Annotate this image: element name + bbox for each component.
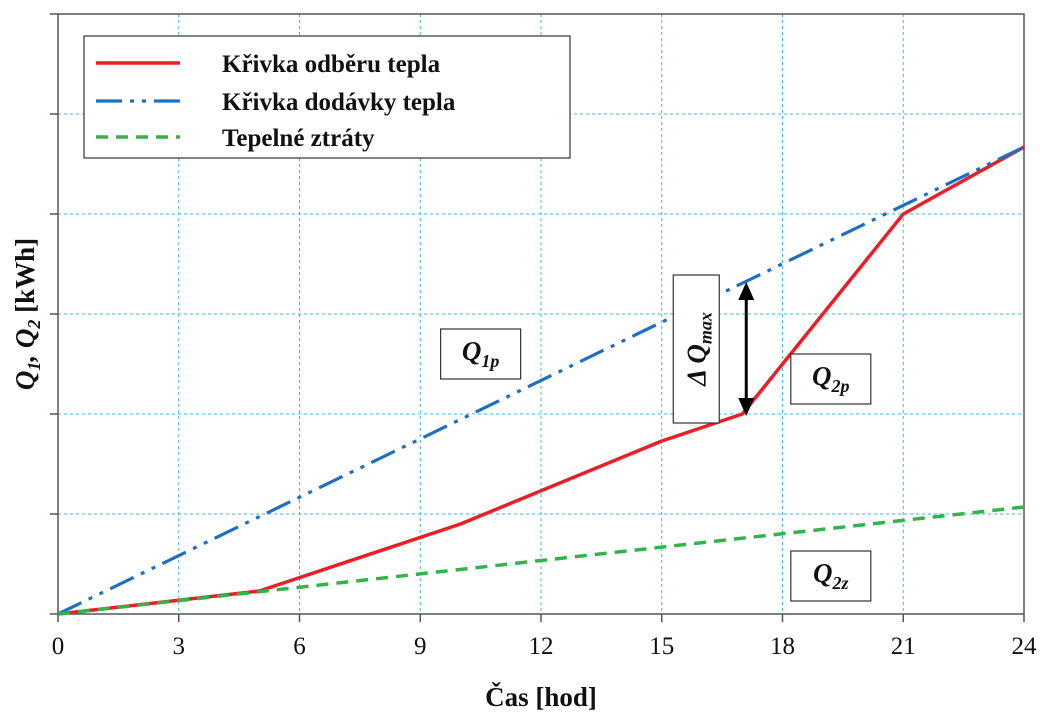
x-tick-label: 6: [293, 633, 306, 660]
x-tick-label: 18: [770, 633, 795, 660]
legend-label-dodavka: Křivka dodávky tepla: [222, 89, 456, 116]
legend: Křivka odběru tepla Křivka dodávky tepla…: [83, 35, 571, 159]
x-tick-label: 12: [529, 633, 554, 660]
series-layer: [57, 145, 1025, 616]
svg-text:Δ Qmax: Δ Qmax: [681, 312, 715, 387]
grid: [58, 14, 1024, 614]
x-tick-label: 3: [173, 633, 186, 660]
x-tick-label: 15: [649, 633, 674, 660]
delta-label-box: [672, 274, 720, 424]
label-q2z: Q2z: [813, 558, 849, 593]
series-line-1: [57, 145, 1025, 616]
label-box-q2z: [790, 550, 872, 602]
axis-ticks: 0 3 6 9 12 15 18 21 24: [50, 13, 1038, 660]
x-axis-title: Čas [hod]: [485, 682, 597, 712]
label-q2p: Q2p: [812, 361, 850, 396]
series-line-2: [57, 505, 1025, 616]
x-tick-label: 0: [52, 633, 65, 660]
x-tick-label: 9: [414, 633, 427, 660]
label-box-q1p: [440, 328, 522, 380]
label-box-q2p: [790, 353, 872, 405]
annotations: Q1p Q2p Q2z Δ Qmax: [440, 274, 872, 602]
y-axis-title: Q1, Q2 [kWh]: [10, 238, 44, 390]
x-tick-label: 21: [891, 633, 916, 660]
x-tick-label: 24: [1012, 633, 1038, 660]
delta-label: Δ Qmax: [681, 312, 715, 387]
delta-arrow-head-top: [738, 282, 755, 300]
legend-label-odber: Křivka odběru tepla: [222, 51, 441, 78]
legend-label-ztraty: Tepelné ztráty: [222, 125, 375, 152]
label-q1p: Q1p: [462, 336, 500, 371]
svg-text:Q1, Q2 [kWh]: Q1, Q2 [kWh]: [10, 238, 44, 390]
delta-arrow-head-bottom: [738, 398, 755, 416]
